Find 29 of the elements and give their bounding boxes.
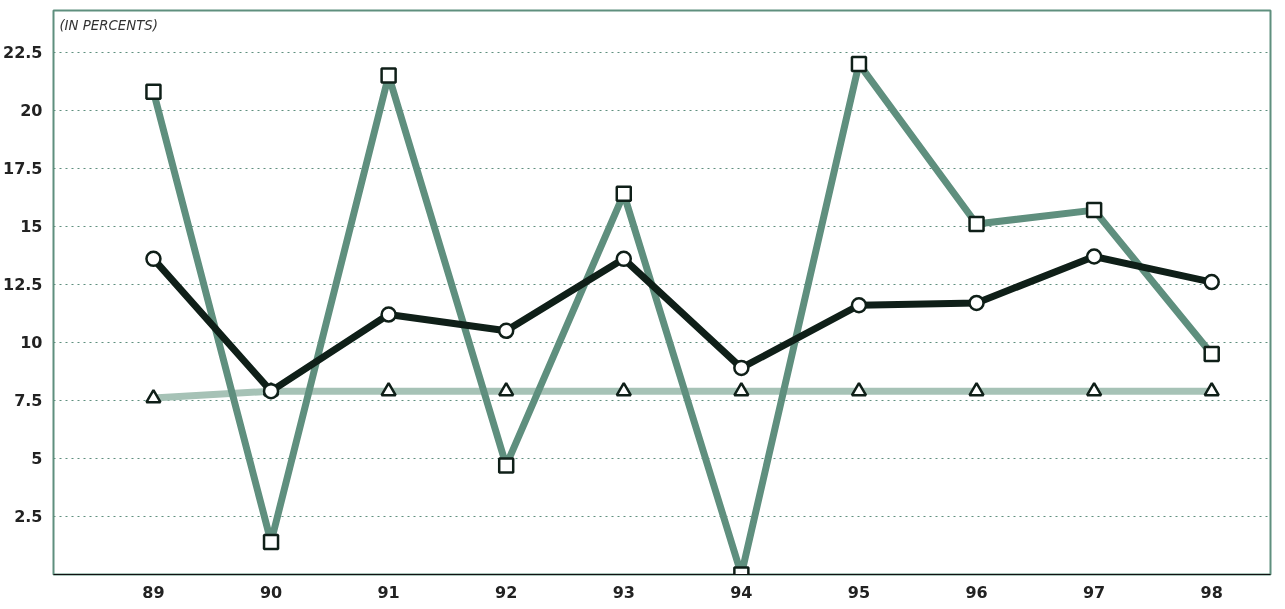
x-tick-label: 89 bbox=[142, 582, 165, 602]
point bbox=[1203, 273, 1220, 291]
point bbox=[497, 322, 515, 340]
point bbox=[968, 294, 985, 312]
x-tick-label: 92 bbox=[495, 582, 518, 602]
x-tick-label: 90 bbox=[259, 582, 283, 602]
point bbox=[1085, 248, 1103, 265]
point bbox=[145, 250, 162, 268]
point bbox=[733, 359, 750, 377]
x-tick-label: 97 bbox=[1082, 582, 1106, 602]
y-tick-label: 12.5 bbox=[3, 275, 43, 295]
point bbox=[380, 306, 397, 323]
y-tick-label: 2.5 bbox=[14, 507, 43, 527]
y-tick-label: 15 bbox=[20, 217, 43, 237]
point bbox=[850, 297, 868, 314]
y-tick-label: 7.5 bbox=[14, 391, 43, 411]
x-tick-label: 96 bbox=[965, 582, 988, 602]
y-tick-label: 22.5 bbox=[3, 43, 43, 63]
x-tick-label: 94 bbox=[730, 582, 753, 602]
y-tick-label: 10 bbox=[20, 333, 43, 353]
y-tick-label: 20 bbox=[20, 101, 43, 121]
x-tick-label: 95 bbox=[847, 582, 871, 602]
x-tick-label: 91 bbox=[377, 582, 400, 602]
x-tick-label: 98 bbox=[1200, 582, 1223, 602]
annotation: (IN PERCENTS) bbox=[59, 17, 158, 33]
y-tick-label: 17.5 bbox=[3, 159, 43, 179]
x-tick-label: 93 bbox=[612, 582, 635, 602]
point bbox=[615, 250, 633, 268]
y-tick-label: 5 bbox=[31, 449, 43, 469]
